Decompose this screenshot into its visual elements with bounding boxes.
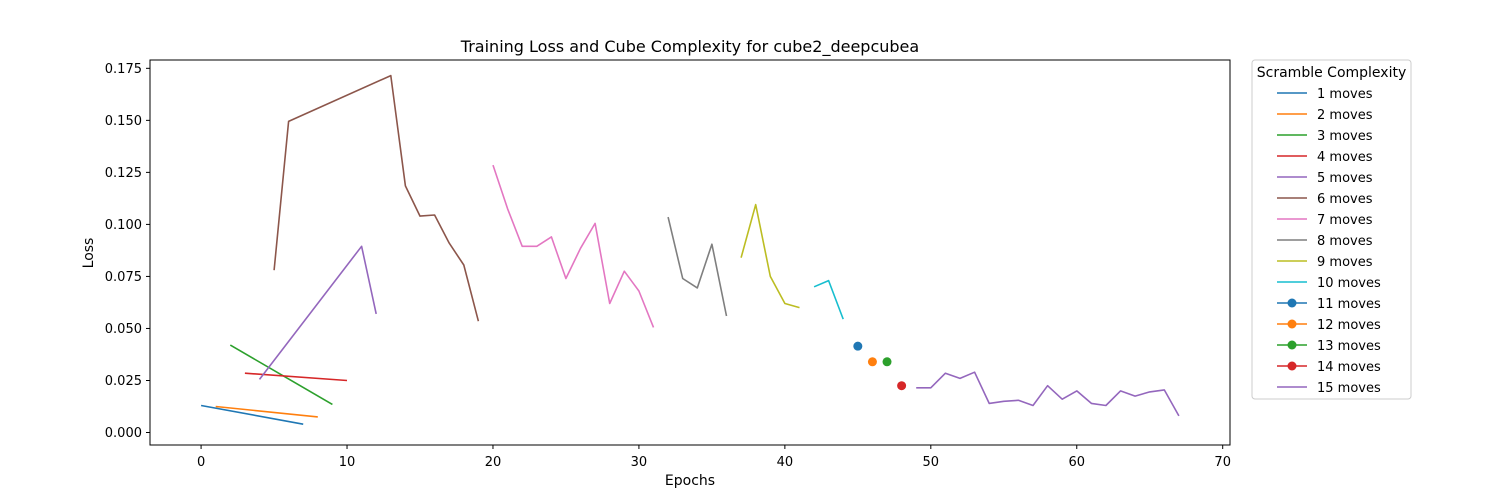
y-tick-label: 0.150 xyxy=(105,114,142,129)
y-tick-label: 0.100 xyxy=(105,218,142,233)
legend-label: 10 moves xyxy=(1317,276,1381,291)
series-15-moves xyxy=(916,371,1180,417)
y-tick-label: 0.050 xyxy=(105,322,142,337)
x-tick-label: 20 xyxy=(485,455,502,470)
series-4-moves xyxy=(244,372,348,382)
legend-label: 4 moves xyxy=(1317,150,1373,165)
plot-frame xyxy=(149,59,1231,446)
x-tick-label: 40 xyxy=(777,455,794,470)
legend-item-1-moves: 1 moves xyxy=(1277,87,1373,102)
x-axis: 0 10 20 30 40 50 60 70 xyxy=(197,445,1231,470)
legend-label: 5 moves xyxy=(1317,171,1373,186)
legend-item-7-moves: 7 moves xyxy=(1277,213,1373,228)
legend-item-4-moves: 4 moves xyxy=(1277,150,1373,165)
y-tick-label: 0.175 xyxy=(105,62,142,77)
series-line-7-moves xyxy=(492,164,655,328)
legend-item-14-moves: 14 moves xyxy=(1277,360,1381,375)
legend-box xyxy=(1251,59,1412,400)
y-axis-label: Loss xyxy=(81,238,97,269)
plot-area: 0 10 20 30 40 50 60 70 0.000 0.025 0.050 0.075 0.10… xyxy=(105,59,1231,470)
legend-label: 11 moves xyxy=(1317,297,1381,312)
legend-label: 15 moves xyxy=(1317,381,1381,396)
legend-title: Scramble Complexity xyxy=(1257,65,1406,81)
legend-label: 3 moves xyxy=(1317,129,1373,144)
legend-marker xyxy=(1287,319,1297,329)
series-line-15-moves xyxy=(916,371,1180,417)
x-tick-label: 50 xyxy=(923,455,940,470)
series-line-2-moves xyxy=(215,405,318,418)
series-layer xyxy=(200,74,1180,425)
y-tick-label: 0.125 xyxy=(105,166,142,181)
series-line-8-moves xyxy=(667,216,728,317)
legend-item-11-moves: 11 moves xyxy=(1277,297,1381,312)
series-line-6-moves xyxy=(273,74,480,322)
legend-item-3-moves: 3 moves xyxy=(1277,129,1373,144)
series-line-3-moves xyxy=(229,344,333,406)
series-6-moves xyxy=(273,74,480,322)
data-point-13-moves xyxy=(882,357,892,367)
legend-marker xyxy=(1287,298,1297,308)
legend-item-9-moves: 9 moves xyxy=(1277,255,1373,270)
chart-title: Training Loss and Cube Complexity for cu… xyxy=(460,37,919,57)
x-tick-label: 30 xyxy=(631,455,648,470)
legend-label: 1 moves xyxy=(1317,87,1373,102)
series-line-10-moves xyxy=(813,279,844,320)
legend-label: 7 moves xyxy=(1317,213,1373,228)
series-line-5-moves xyxy=(258,245,377,380)
series-5-moves xyxy=(258,245,377,380)
legend-item-8-moves: 8 moves xyxy=(1277,234,1373,249)
series-13-moves xyxy=(882,357,892,367)
series-line-9-moves xyxy=(740,203,800,309)
data-point-11-moves xyxy=(853,341,863,351)
y-tick-label: 0.025 xyxy=(105,374,142,389)
legend-label: 14 moves xyxy=(1317,360,1381,375)
series-2-moves xyxy=(215,405,318,418)
x-tick-label: 70 xyxy=(1214,455,1231,470)
x-axis-label: Epochs xyxy=(665,473,715,489)
legend-marker xyxy=(1287,361,1297,371)
series-1-moves xyxy=(200,404,304,425)
legend-label: 9 moves xyxy=(1317,255,1373,270)
legend-item-15-moves: 15 moves xyxy=(1277,381,1381,396)
legend-item-2-moves: 2 moves xyxy=(1277,108,1373,123)
legend-item-5-moves: 5 moves xyxy=(1277,171,1373,186)
legend-label: 2 moves xyxy=(1317,108,1373,123)
series-10-moves xyxy=(813,279,844,320)
x-tick-label: 10 xyxy=(339,455,356,470)
legend-marker xyxy=(1287,340,1297,350)
series-11-moves xyxy=(853,341,863,351)
series-12-moves xyxy=(867,357,877,367)
series-3-moves xyxy=(229,344,333,406)
series-line-1-moves xyxy=(200,404,304,425)
legend: Scramble Complexity 1 moves 2 moves 3 move… xyxy=(1251,59,1412,400)
legend-item-13-moves: 13 moves xyxy=(1277,339,1381,354)
series-7-moves xyxy=(492,164,655,328)
x-tick-label: 0 xyxy=(197,455,205,470)
series-line-4-moves xyxy=(244,372,348,382)
legend-label: 12 moves xyxy=(1317,318,1381,333)
legend-item-6-moves: 6 moves xyxy=(1277,192,1373,207)
series-8-moves xyxy=(667,216,728,317)
legend-label: 13 moves xyxy=(1317,339,1381,354)
legend-label: 6 moves xyxy=(1317,192,1373,207)
data-point-14-moves xyxy=(897,381,907,391)
data-point-12-moves xyxy=(867,357,877,367)
series-14-moves xyxy=(897,381,907,391)
legend-label: 8 moves xyxy=(1317,234,1373,249)
y-tick-label: 0.000 xyxy=(105,426,142,441)
series-9-moves xyxy=(740,203,800,309)
y-axis: 0.000 0.025 0.050 0.075 0.100 0.125 0.150 0.175 xyxy=(105,62,150,441)
y-tick-label: 0.075 xyxy=(105,270,142,285)
legend-item-12-moves: 12 moves xyxy=(1277,318,1381,333)
legend-items: 1 moves 2 moves 3 moves 4 moves 5 moves 6 mov… xyxy=(1277,87,1381,396)
x-tick-label: 60 xyxy=(1068,455,1085,470)
legend-item-10-moves: 10 moves xyxy=(1277,276,1381,291)
